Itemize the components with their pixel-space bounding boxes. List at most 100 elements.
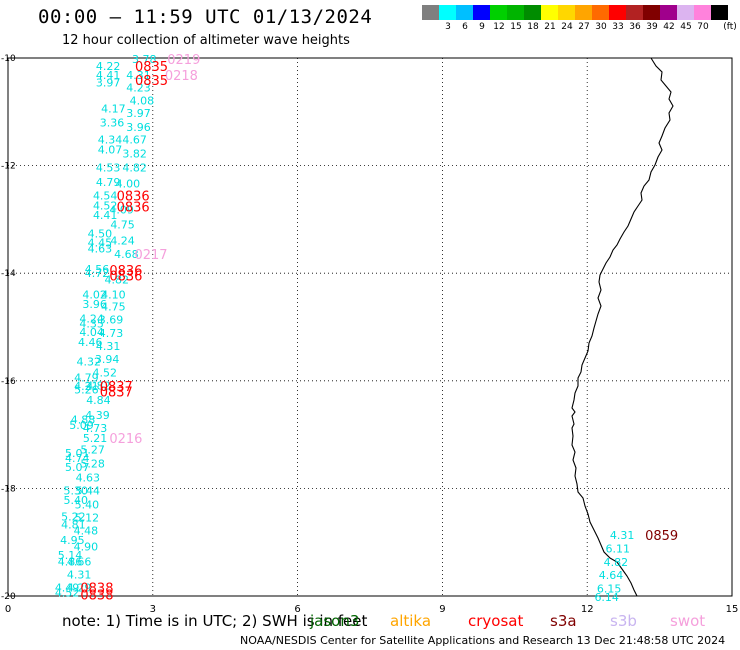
wave-height-label: 5.21	[83, 432, 108, 445]
wave-height-label: 4.07	[98, 143, 123, 156]
wave-height-label: 4.79	[96, 176, 121, 189]
wave-height-label: 4.41	[93, 209, 118, 222]
wave-height-label: 3.96	[126, 121, 150, 134]
wave-height-label: 4.63	[76, 472, 101, 485]
colorbar-swatch	[660, 5, 677, 20]
wave-height-label: 5.28	[80, 458, 105, 471]
wave-height-label: 4.21	[74, 380, 99, 393]
y-tick-label: -16	[1, 377, 16, 387]
pass-time-labels: 0219083502180835083608360217083608360837…	[80, 53, 678, 603]
colorbar-swatch	[677, 5, 694, 20]
wave-height-label: 4.66	[67, 555, 92, 568]
x-tick-label: 12	[581, 604, 594, 615]
colorbar-swatch	[541, 5, 558, 20]
wave-height-label: 4.24	[79, 312, 104, 325]
colorbar-swatch	[439, 5, 456, 20]
colorbar-swatch	[422, 5, 439, 20]
grid-lines	[7, 57, 733, 597]
colorbar-label: 3	[445, 22, 451, 32]
wave-height-label: 5.14	[58, 549, 83, 562]
wave-height-label: 4.68	[114, 248, 139, 261]
colorbar-swatch	[626, 5, 643, 20]
x-tick-label: 6	[294, 604, 300, 615]
wave-height-label: 4.73	[99, 327, 124, 340]
wave-height-label: 4.75	[110, 219, 135, 232]
pass-time-label: 0218	[165, 69, 198, 84]
credit-line: NOAA/NESDIS Center for Satellite Applica…	[240, 634, 726, 647]
wave-height-label: 4.86	[58, 555, 83, 568]
note-text: note: 1) Time is in UTC; 2) SWH is in fe…	[62, 612, 368, 630]
y-tick-label: -18	[1, 484, 16, 494]
wave-height-label: 6.11	[606, 543, 631, 556]
map-subtitle: 12 hour collection of altimeter wave hei…	[62, 33, 350, 48]
colorbar-label: 70	[697, 22, 709, 32]
pass-time-label: 0835	[135, 60, 168, 75]
wave-height-label: 4.67	[122, 134, 147, 147]
wave-height-label: 5.30	[64, 484, 89, 497]
pass-time-label: 0835	[135, 74, 168, 89]
wave-height-label: 4.90	[74, 540, 99, 553]
wave-height-label: 5.27	[80, 444, 105, 457]
wave-height-label: 4.09	[109, 204, 134, 217]
wave-height-label: 5.40	[75, 498, 100, 511]
wave-height-label: 3.82	[122, 148, 147, 161]
wave-height-label: 4.10	[101, 289, 126, 302]
pass-time-label: 0837	[100, 380, 133, 395]
colorbar-label: 27	[578, 22, 590, 32]
colorbar-label: 18	[527, 22, 539, 32]
wave-height-label: 4.82	[604, 556, 629, 569]
legend-s3b: s3b	[610, 612, 637, 630]
colorbar-swatch	[473, 5, 490, 20]
map-title: 00:00 — 11:59 UTC 01/13/2024	[38, 6, 373, 28]
y-tick-label: -14	[1, 269, 16, 279]
pass-time-label: 0837	[100, 385, 133, 400]
wave-height-label: 4.49	[55, 581, 79, 594]
map-frame	[7, 57, 733, 597]
legend-cryosat: cryosat	[468, 612, 524, 630]
wave-height-label: 4.41	[96, 69, 121, 82]
pass-time-label: 0216	[109, 432, 142, 447]
wave-height-label: 4.79	[74, 371, 99, 384]
pass-time-label: 0217	[134, 248, 167, 263]
pass-time-label: 0836	[109, 269, 142, 284]
x-tick-label: 0	[5, 604, 11, 615]
colorbar-label: 45	[680, 22, 692, 32]
wave-height-label: 4.35	[79, 318, 104, 331]
wave-height-label: 4.48	[74, 524, 99, 537]
note-legend: note: 1) Time is in UTC; 2) SWH is in fe…	[62, 612, 705, 630]
wave-height-label: 3.78	[132, 53, 157, 66]
wave-height-label: 5.07	[65, 461, 90, 474]
wave-height-label: 4.32	[77, 355, 102, 368]
wave-height-label: 3.94	[95, 353, 120, 366]
wave-height-label: 5.01	[65, 447, 90, 460]
wave-height-label: 5.12	[75, 511, 100, 524]
wave-height-label: 4.31	[610, 529, 635, 542]
legend-jason3: jason3	[310, 612, 360, 630]
colorbar-label: 36	[629, 22, 641, 32]
wave-height-labels: 3.784.224.41 4.313.97 4.234.084.17 3.973.36…	[55, 53, 635, 604]
wave-height-label: 4.75	[101, 300, 126, 313]
x-tick-label: 9	[439, 604, 445, 615]
wave-height-label: 4.82	[86, 380, 111, 393]
wave-height-label: 4.29	[67, 581, 92, 594]
colorbar-label: 9	[479, 22, 485, 32]
wave-height-label: 3.97	[126, 107, 150, 120]
wave-height-label: 4.82	[122, 162, 147, 175]
wave-height-label: 3.36	[100, 116, 125, 129]
colorbar-label: 15	[510, 22, 522, 32]
colorbar-swatch	[456, 5, 473, 20]
wave-height-label: 4.73	[83, 422, 108, 435]
wave-height-label: 4.84	[86, 394, 111, 407]
colorbar-swatch	[490, 5, 507, 20]
colorbar-unit: (ft)	[723, 22, 737, 32]
colorbar-swatch	[558, 5, 575, 20]
wave-height-label: 4.00	[116, 177, 141, 190]
wave-height-label: 4.95	[60, 534, 85, 547]
wave-height-label: 5.22	[61, 510, 86, 523]
wave-height-label: 4.52	[55, 587, 79, 600]
wave-height-label: 4.53	[96, 162, 121, 175]
wave-height-label: 3.96	[82, 298, 107, 311]
wave-height-label: 4.08	[130, 94, 155, 107]
wave-height-label: 4.50	[88, 227, 113, 240]
